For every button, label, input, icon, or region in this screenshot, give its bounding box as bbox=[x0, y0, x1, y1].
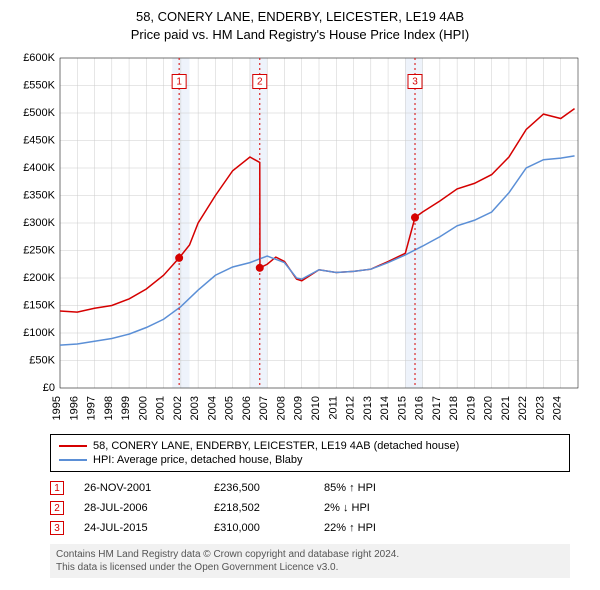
svg-text:2005: 2005 bbox=[224, 396, 236, 420]
svg-text:£500K: £500K bbox=[23, 107, 55, 119]
svg-text:1998: 1998 bbox=[103, 396, 115, 420]
sale-pct: 22% ↑ HPI bbox=[324, 522, 434, 534]
sale-price: £236,500 bbox=[214, 482, 304, 494]
title-subtitle: Price paid vs. HM Land Registry's House … bbox=[0, 26, 600, 44]
legend-row: HPI: Average price, detached house, Blab… bbox=[59, 453, 561, 467]
title-block: 58, CONERY LANE, ENDERBY, LEICESTER, LE1… bbox=[0, 0, 600, 48]
sale-price: £218,502 bbox=[214, 502, 304, 514]
chart-container: 58, CONERY LANE, ENDERBY, LEICESTER, LE1… bbox=[0, 0, 600, 578]
sale-price: £310,000 bbox=[214, 522, 304, 534]
sales-table: 1 26-NOV-2001 £236,500 85% ↑ HPI 2 28-JUL-200… bbox=[50, 478, 570, 538]
svg-text:2: 2 bbox=[257, 77, 263, 88]
svg-text:2013: 2013 bbox=[362, 396, 374, 420]
svg-text:£0: £0 bbox=[43, 382, 55, 394]
sales-row: 2 28-JUL-2006 £218,502 2% ↓ HPI bbox=[50, 498, 570, 518]
svg-text:£550K: £550K bbox=[23, 80, 55, 92]
svg-text:2024: 2024 bbox=[552, 396, 564, 420]
legend-row: 58, CONERY LANE, ENDERBY, LEICESTER, LE1… bbox=[59, 439, 561, 453]
svg-text:2006: 2006 bbox=[241, 396, 253, 420]
svg-text:£200K: £200K bbox=[23, 272, 55, 284]
footer-line1: Contains HM Land Registry data © Crown c… bbox=[56, 548, 564, 561]
svg-text:2020: 2020 bbox=[483, 396, 495, 420]
sale-date: 24-JUL-2015 bbox=[84, 522, 194, 534]
legend-swatch bbox=[59, 445, 87, 447]
svg-text:2012: 2012 bbox=[345, 396, 357, 420]
chart-area: £0 £50K £100K £150K £200K £250K £300K £350K £400… bbox=[10, 48, 590, 428]
svg-text:2010: 2010 bbox=[310, 396, 322, 420]
sale-marker-box: 3 bbox=[50, 521, 64, 535]
svg-text:£450K: £450K bbox=[23, 135, 55, 147]
svg-text:£350K: £350K bbox=[23, 190, 55, 202]
svg-text:2018: 2018 bbox=[448, 396, 460, 420]
svg-text:£150K: £150K bbox=[23, 300, 55, 312]
svg-text:1999: 1999 bbox=[120, 396, 132, 420]
footer-attribution: Contains HM Land Registry data © Crown c… bbox=[50, 544, 570, 578]
svg-text:2011: 2011 bbox=[327, 396, 339, 420]
sales-row: 3 24-JUL-2015 £310,000 22% ↑ HPI bbox=[50, 518, 570, 538]
legend-box: 58, CONERY LANE, ENDERBY, LEICESTER, LE1… bbox=[50, 434, 570, 472]
sales-row: 1 26-NOV-2001 £236,500 85% ↑ HPI bbox=[50, 478, 570, 498]
sale-date: 26-NOV-2001 bbox=[84, 482, 194, 494]
svg-text:1996: 1996 bbox=[68, 396, 80, 420]
svg-text:1997: 1997 bbox=[86, 396, 98, 420]
footer-line2: This data is licensed under the Open Gov… bbox=[56, 561, 564, 574]
svg-text:2002: 2002 bbox=[172, 396, 184, 420]
svg-text:2017: 2017 bbox=[431, 396, 443, 420]
sale-date: 28-JUL-2006 bbox=[84, 502, 194, 514]
svg-text:2023: 2023 bbox=[534, 396, 546, 420]
line-chart-svg: £0 £50K £100K £150K £200K £250K £300K £350K £400… bbox=[10, 48, 590, 428]
svg-text:£250K: £250K bbox=[23, 245, 55, 257]
svg-text:2021: 2021 bbox=[500, 396, 512, 420]
svg-text:£50K: £50K bbox=[29, 355, 55, 367]
sale-marker-box: 1 bbox=[50, 481, 64, 495]
sale-pct: 85% ↑ HPI bbox=[324, 482, 434, 494]
legend-label: HPI: Average price, detached house, Blab… bbox=[93, 454, 303, 466]
svg-text:£400K: £400K bbox=[23, 162, 55, 174]
svg-text:2022: 2022 bbox=[517, 396, 529, 420]
svg-text:2004: 2004 bbox=[206, 396, 218, 420]
svg-text:2014: 2014 bbox=[379, 396, 391, 420]
sale-pct: 2% ↓ HPI bbox=[324, 502, 434, 514]
svg-text:2007: 2007 bbox=[258, 396, 270, 420]
svg-text:2016: 2016 bbox=[414, 396, 426, 420]
svg-text:2003: 2003 bbox=[189, 396, 201, 420]
legend-swatch bbox=[59, 459, 87, 461]
svg-text:£100K: £100K bbox=[23, 327, 55, 339]
svg-text:1: 1 bbox=[176, 77, 182, 88]
svg-text:£600K: £600K bbox=[23, 52, 55, 64]
svg-text:2015: 2015 bbox=[396, 396, 408, 420]
svg-text:£300K: £300K bbox=[23, 217, 55, 229]
svg-text:2019: 2019 bbox=[465, 396, 477, 420]
sale-marker-box: 2 bbox=[50, 501, 64, 515]
title-address: 58, CONERY LANE, ENDERBY, LEICESTER, LE1… bbox=[0, 8, 600, 26]
svg-text:3: 3 bbox=[412, 77, 418, 88]
svg-text:1995: 1995 bbox=[51, 396, 63, 420]
legend-label: 58, CONERY LANE, ENDERBY, LEICESTER, LE1… bbox=[93, 440, 459, 452]
svg-text:2009: 2009 bbox=[293, 396, 305, 420]
svg-text:2001: 2001 bbox=[155, 396, 167, 420]
svg-text:2000: 2000 bbox=[137, 396, 149, 420]
svg-text:2008: 2008 bbox=[275, 396, 287, 420]
